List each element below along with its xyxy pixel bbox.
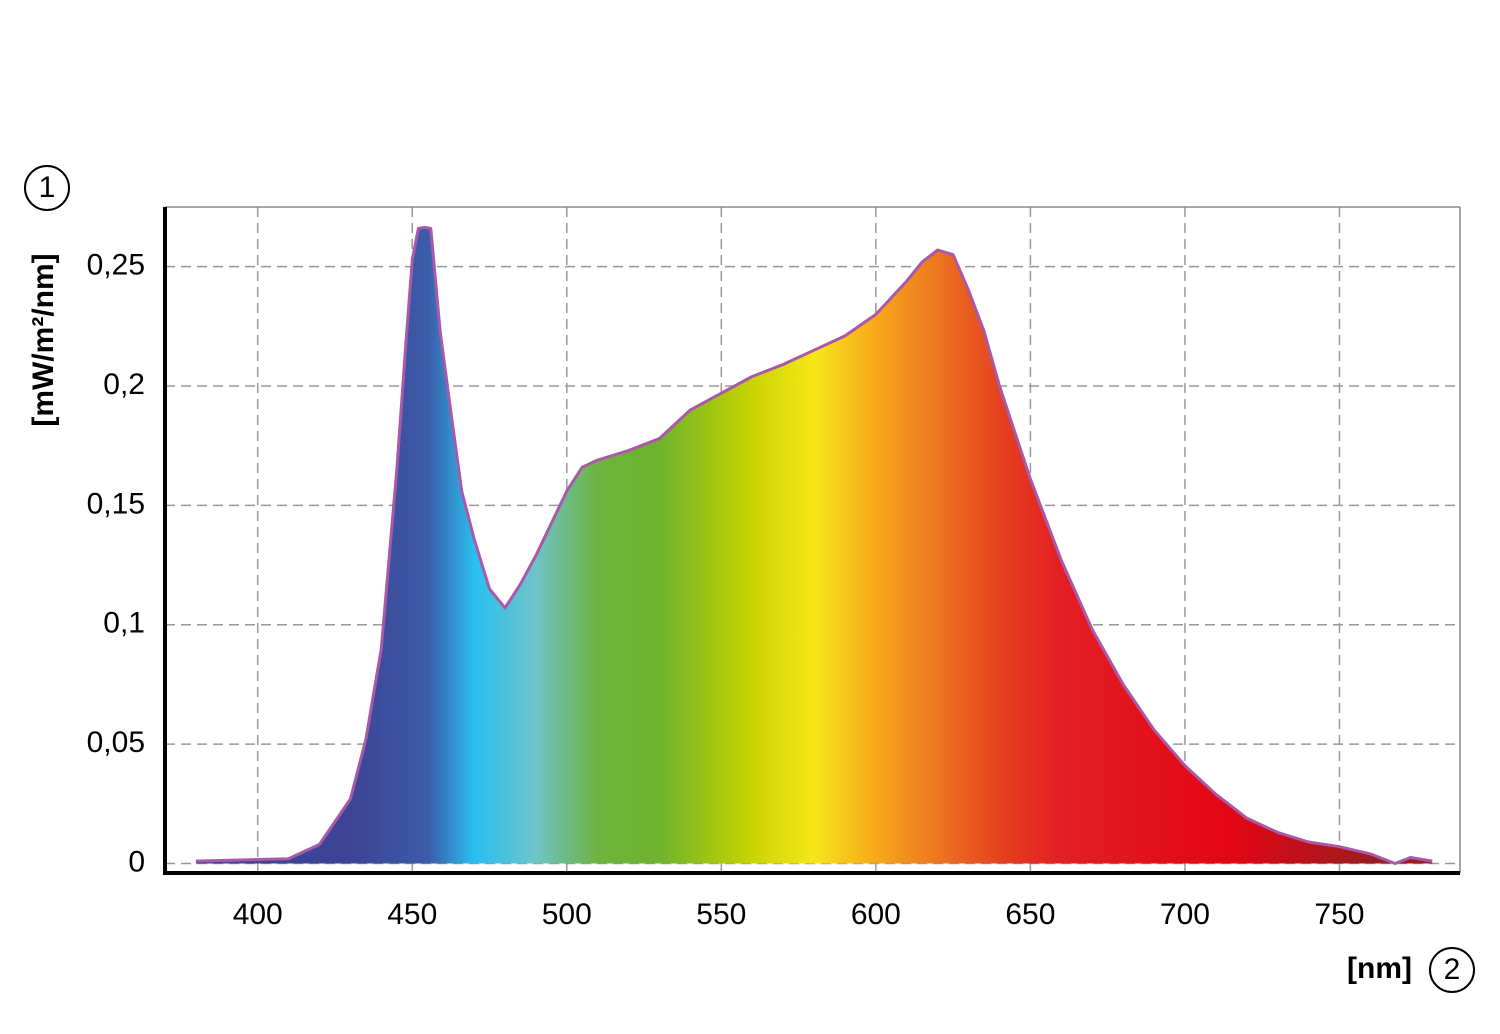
y-tick-label: 0,25 bbox=[87, 249, 145, 282]
x-tick-label: 450 bbox=[387, 898, 437, 931]
x-tick-label: 550 bbox=[696, 898, 746, 931]
x-tick-label: 750 bbox=[1314, 898, 1364, 931]
y-tick-label: 0,05 bbox=[87, 726, 145, 759]
x-tick-label: 700 bbox=[1160, 898, 1210, 931]
marker-circle bbox=[24, 165, 70, 211]
y-tick-label: 0,15 bbox=[87, 487, 145, 520]
x-tick-label: 600 bbox=[851, 898, 901, 931]
y-tick-label: 0,1 bbox=[103, 607, 145, 640]
y-axis-label: [mW/m²/nm] bbox=[27, 253, 60, 426]
y-tick-label: 0,2 bbox=[103, 368, 145, 401]
y-tick-label: 0 bbox=[128, 845, 145, 878]
x-tick-label: 650 bbox=[1005, 898, 1055, 931]
annotation: 1 bbox=[39, 171, 56, 204]
x-tick-label: 400 bbox=[233, 898, 283, 931]
x-tick-label: 500 bbox=[542, 898, 592, 931]
marker-circle bbox=[1429, 947, 1475, 993]
x-axis-label: [nm] bbox=[1347, 952, 1412, 985]
annotation: 2 bbox=[1444, 953, 1461, 986]
area bbox=[195, 227, 1433, 864]
line bbox=[195, 225, 1433, 865]
